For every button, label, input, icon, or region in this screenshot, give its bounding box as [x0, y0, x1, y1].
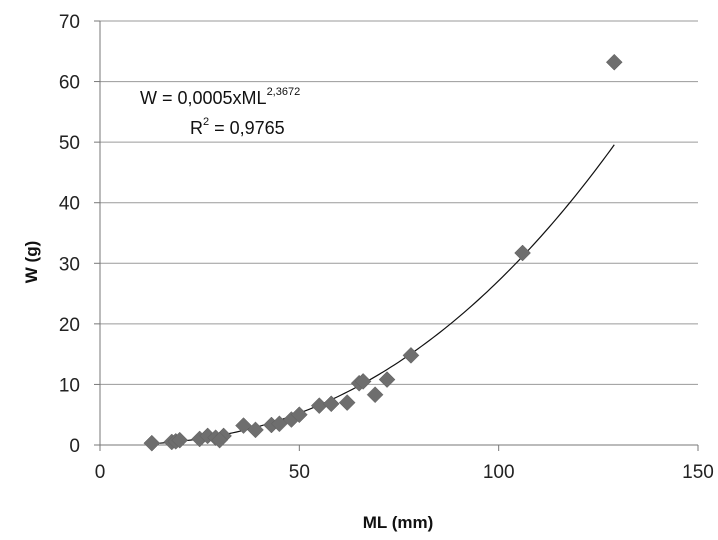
data-point: [211, 431, 228, 449]
x-tick-label: 0: [95, 462, 106, 483]
equation-main: W = 0,0005xML: [140, 88, 267, 108]
data-point: [402, 347, 420, 364]
data-point: [290, 406, 308, 424]
y-tick-label: 0: [69, 436, 80, 457]
y-tick-label: 50: [59, 133, 80, 154]
axis-layer: 0 10 20 30 40 50 60 70 0 50 100 150: [59, 12, 714, 483]
y-tick-label: 70: [59, 12, 80, 33]
data-point: [366, 386, 384, 404]
grid-layer: [100, 20, 698, 385]
y-tick-label: 10: [59, 375, 80, 396]
data-point: [514, 244, 531, 262]
r-squared-value: = 0,9765: [209, 118, 285, 138]
data-point: [354, 373, 372, 390]
data-points: [143, 53, 623, 452]
x-axis-title: ML (mm): [363, 513, 434, 532]
trendline: [151, 144, 615, 445]
r-squared: R2 = 0,9765: [190, 116, 285, 138]
data-point: [605, 53, 623, 71]
x-tick-label: 150: [682, 462, 714, 483]
x-tick-label: 100: [483, 462, 515, 483]
trendline-equation: W = 0,0005xML2,3672: [140, 86, 300, 108]
y-axis-title: W (g): [22, 241, 41, 283]
r-squared-sup: 2: [203, 116, 209, 128]
y-tick-label: 30: [59, 254, 80, 275]
trendline-layer: [151, 144, 615, 445]
data-point: [247, 421, 264, 439]
x-tick-label: 50: [289, 462, 310, 483]
data-point: [171, 431, 189, 449]
data-point: [322, 395, 340, 413]
y-tick-label: 60: [59, 73, 80, 94]
equation-exponent: 2,3672: [267, 86, 301, 98]
r-squared-prefix: R: [190, 118, 203, 138]
data-point: [338, 394, 356, 411]
y-tick-label: 20: [59, 315, 80, 336]
data-point: [143, 434, 161, 452]
data-point: [378, 371, 396, 388]
y-tick-label: 40: [59, 194, 80, 215]
